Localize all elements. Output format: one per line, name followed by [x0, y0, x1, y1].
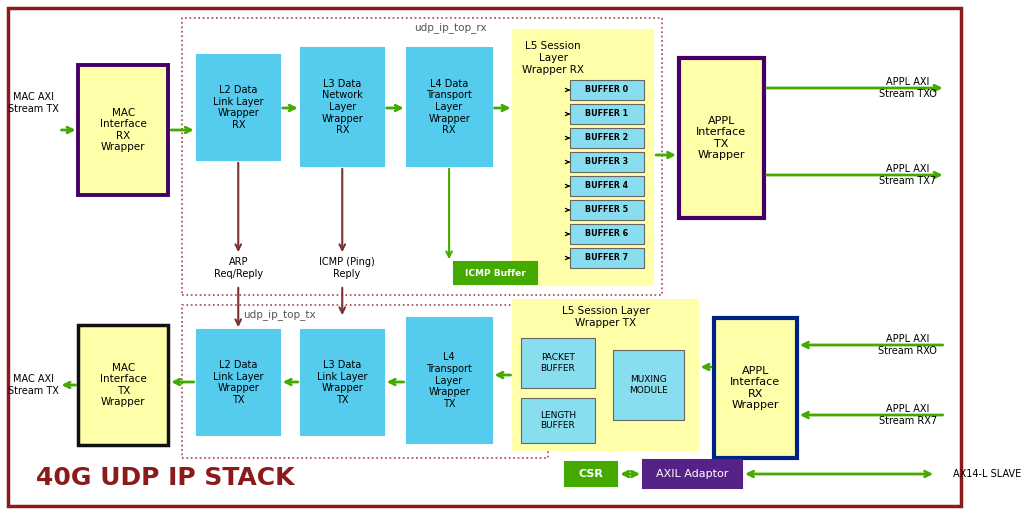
Bar [570, 128, 644, 148]
Bar [301, 330, 384, 435]
Text: APPL
Interface
TX
Wrapper: APPL Interface TX Wrapper [696, 116, 746, 160]
Text: BUFFER 7: BUFFER 7 [586, 253, 629, 263]
Text: MAC AXI
Stream TX: MAC AXI Stream TX [7, 374, 58, 396]
Text: AXIL Adaptor: AXIL Adaptor [656, 469, 729, 479]
Text: MAC
Interface
TX
Wrapper: MAC Interface TX Wrapper [100, 362, 146, 408]
Text: L5 Session Layer
Wrapper TX: L5 Session Layer Wrapper TX [562, 306, 650, 328]
Bar [79, 325, 168, 445]
Bar [570, 200, 644, 220]
Bar [79, 65, 168, 195]
Text: L4
Transport
Layer
Wrapper
TX: L4 Transport Layer Wrapper TX [426, 352, 472, 409]
Bar [679, 58, 764, 218]
Bar [570, 248, 644, 268]
Text: APPL AXI
Stream RX7: APPL AXI Stream RX7 [879, 404, 937, 426]
Bar [565, 462, 617, 486]
Text: L2 Data
Link Layer
Wrapper
TX: L2 Data Link Layer Wrapper TX [213, 360, 263, 405]
Text: L3 Data
Link Layer
Wrapper
TX: L3 Data Link Layer Wrapper TX [317, 360, 368, 405]
Text: udp_ip_top_rx: udp_ip_top_rx [414, 23, 486, 33]
Bar [521, 398, 595, 443]
Text: MUXING
MODULE: MUXING MODULE [629, 375, 668, 395]
Text: ARP
Req/Reply: ARP Req/Reply [214, 257, 263, 279]
Text: PACKET
BUFFER: PACKET BUFFER [541, 353, 575, 373]
Bar [197, 330, 280, 435]
Bar [407, 318, 492, 443]
Text: APPL AXI
Stream TXO: APPL AXI Stream TXO [879, 77, 937, 99]
Text: BUFFER 0: BUFFER 0 [586, 85, 629, 95]
Bar [570, 176, 644, 196]
Text: BUFFER 6: BUFFER 6 [586, 229, 629, 238]
Text: LENGTH
BUFFER: LENGTH BUFFER [540, 411, 575, 430]
Text: ICMP (Ping)
Reply: ICMP (Ping) Reply [319, 257, 375, 279]
Bar [570, 224, 644, 244]
Text: L2 Data
Link Layer
Wrapper
RX: L2 Data Link Layer Wrapper RX [213, 85, 263, 130]
Text: BUFFER 2: BUFFER 2 [586, 134, 629, 142]
Bar [454, 262, 537, 284]
Text: APPL
Interface
RX
Wrapper: APPL Interface RX Wrapper [730, 365, 780, 410]
Bar [521, 338, 595, 388]
Bar [714, 318, 797, 458]
Text: L5 Session
Layer
Wrapper RX: L5 Session Layer Wrapper RX [522, 42, 584, 75]
Text: 40G UDP IP STACK: 40G UDP IP STACK [36, 466, 295, 490]
Bar [643, 460, 742, 488]
Bar [570, 104, 644, 124]
Text: BUFFER 4: BUFFER 4 [586, 181, 629, 191]
Bar [301, 48, 384, 166]
Text: BUFFER 1: BUFFER 1 [586, 109, 629, 119]
Bar [570, 152, 644, 172]
Bar [513, 300, 697, 450]
Bar [570, 80, 644, 100]
Text: udp_ip_top_tx: udp_ip_top_tx [244, 309, 316, 320]
Text: CSR: CSR [579, 469, 604, 479]
Text: BUFFER 5: BUFFER 5 [586, 206, 629, 214]
Text: MAC
Interface
RX
Wrapper: MAC Interface RX Wrapper [100, 107, 146, 152]
Text: ICMP Buffer: ICMP Buffer [465, 268, 525, 278]
Text: BUFFER 3: BUFFER 3 [586, 157, 629, 167]
Bar [181, 305, 549, 458]
Text: APPL AXI
Stream TX7: APPL AXI Stream TX7 [879, 164, 936, 186]
Text: L3 Data
Network
Layer
Wrapper
RX: L3 Data Network Layer Wrapper RX [322, 79, 364, 135]
Bar [407, 48, 492, 166]
Text: L4 Data
Transport
Layer
Wrapper
RX: L4 Data Transport Layer Wrapper RX [426, 79, 472, 135]
Text: AX14-L SLAVE: AX14-L SLAVE [953, 469, 1021, 479]
Bar [513, 30, 653, 285]
Text: MAC AXI
Stream TX: MAC AXI Stream TX [7, 92, 58, 114]
Bar [197, 55, 280, 160]
Bar [612, 350, 684, 420]
Bar [181, 18, 662, 295]
Text: APPL AXI
Stream RXO: APPL AXI Stream RXO [879, 334, 937, 356]
